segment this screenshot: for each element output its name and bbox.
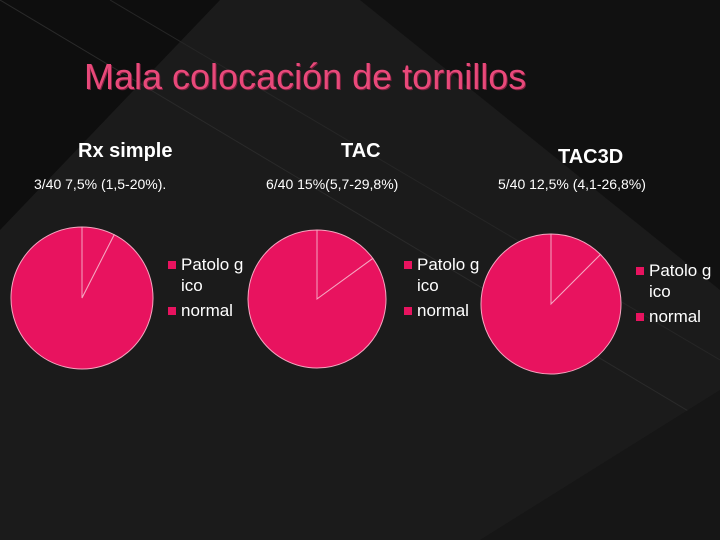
pie-slice-patologico xyxy=(316,229,374,300)
stat-tac: 6/40 15%(5,7-29,8%) xyxy=(266,176,399,192)
legend-item-normal: normal xyxy=(636,306,713,327)
legend-label: Patolo gico xyxy=(649,261,712,301)
legend-label: normal xyxy=(181,301,233,320)
pie-slice-normal xyxy=(480,233,622,375)
pie-slice-normal xyxy=(10,226,154,370)
legend-swatch xyxy=(636,313,644,321)
legend-swatch xyxy=(404,307,412,315)
legend-tac3d: Patolo gico normal xyxy=(636,260,713,331)
chart-title-tac: TAC xyxy=(341,140,381,162)
pie-chart-tac xyxy=(247,229,387,369)
legend-swatch xyxy=(168,307,176,315)
legend-swatch xyxy=(636,267,644,275)
legend-rx-simple: Patolo gico normal xyxy=(168,254,245,325)
legend-item-normal: normal xyxy=(168,300,245,321)
legend-item-patologico: Patolo gico xyxy=(168,254,245,296)
pie-slice-normal xyxy=(247,229,387,369)
legend-label: Patolo gico xyxy=(181,255,244,295)
legend-swatch xyxy=(404,261,412,269)
legend-item-normal: normal xyxy=(404,300,481,321)
slide-title: Mala colocación de tornillos xyxy=(84,56,527,97)
pie-chart-tac3d xyxy=(480,233,622,375)
stat-rx-simple: 3/40 7,5% (1,5-20%). xyxy=(34,176,167,192)
legend-item-patologico: Patolo gico xyxy=(636,260,713,302)
legend-swatch xyxy=(168,261,176,269)
stat-tac3d: 5/40 12,5% (4,1-26,8%) xyxy=(498,176,646,192)
chart-title-rx-simple: Rx simple xyxy=(78,140,173,162)
legend-label: Patolo gico xyxy=(417,255,480,295)
chart-title-tac3d: TAC3D xyxy=(558,146,624,168)
legend-item-patologico: Patolo gico xyxy=(404,254,481,296)
legend-tac: Patolo gico normal xyxy=(404,254,481,325)
legend-label: normal xyxy=(417,301,469,320)
legend-label: normal xyxy=(649,307,701,326)
pie-chart-rx-simple xyxy=(10,226,154,370)
